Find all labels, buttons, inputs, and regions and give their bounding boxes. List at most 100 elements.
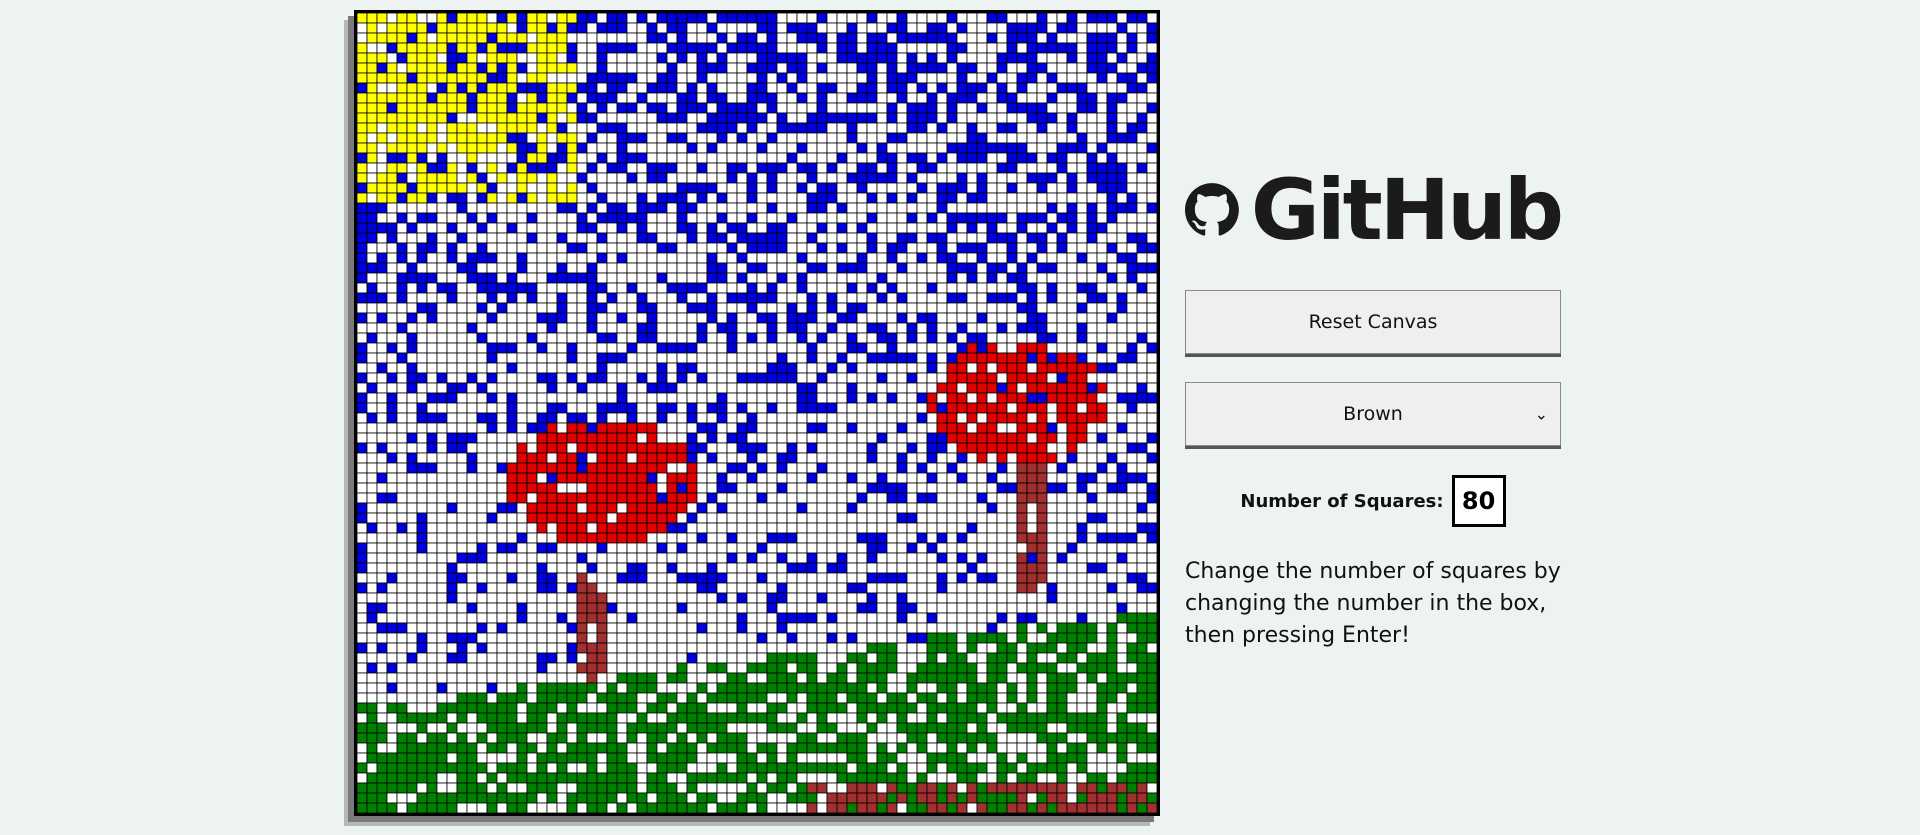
grid-square[interactable] — [696, 532, 708, 544]
grid-square[interactable] — [946, 132, 958, 144]
grid-square[interactable] — [1136, 122, 1148, 134]
grid-square[interactable] — [1076, 42, 1088, 54]
grid-square[interactable] — [1026, 192, 1038, 204]
grid-square[interactable] — [576, 582, 588, 594]
grid-square[interactable] — [786, 532, 798, 544]
grid-square[interactable] — [436, 132, 448, 144]
grid-square[interactable] — [966, 442, 978, 454]
grid-square[interactable] — [506, 142, 518, 154]
grid-square[interactable] — [916, 292, 928, 304]
grid-square[interactable] — [736, 142, 748, 154]
grid-square[interactable] — [606, 402, 618, 414]
grid-square[interactable] — [1036, 142, 1048, 154]
grid-square[interactable] — [736, 432, 748, 444]
grid-square[interactable] — [1056, 42, 1068, 54]
grid-square[interactable] — [1096, 92, 1108, 104]
grid-square[interactable] — [1066, 32, 1078, 44]
grid-square[interactable] — [966, 92, 978, 104]
grid-square[interactable] — [586, 622, 598, 634]
grid-square[interactable] — [436, 122, 448, 134]
grid-square[interactable] — [856, 242, 868, 254]
grid-square[interactable] — [1086, 112, 1098, 124]
grid-square[interactable] — [376, 13, 388, 24]
grid-square[interactable] — [1076, 612, 1088, 624]
grid-square[interactable] — [656, 482, 668, 494]
grid-square[interactable] — [486, 192, 498, 204]
grid-square[interactable] — [856, 82, 868, 94]
grid-square[interactable] — [816, 362, 828, 374]
grid-square[interactable] — [676, 182, 688, 194]
grid-square[interactable] — [656, 32, 668, 44]
grid-square[interactable] — [846, 282, 858, 294]
grid-square[interactable] — [916, 592, 928, 604]
grid-square[interactable] — [866, 72, 878, 84]
grid-square[interactable] — [756, 162, 768, 174]
grid-square[interactable] — [766, 162, 778, 174]
grid-square[interactable] — [586, 13, 598, 24]
grid-square[interactable] — [976, 522, 988, 534]
grid-square[interactable] — [506, 13, 518, 24]
grid-square[interactable] — [636, 132, 648, 144]
grid-square[interactable] — [1056, 132, 1068, 144]
grid-square[interactable] — [796, 402, 808, 414]
grid-square[interactable] — [676, 342, 688, 354]
grid-square[interactable] — [776, 512, 788, 524]
grid-square[interactable] — [1056, 292, 1068, 304]
grid-square[interactable] — [376, 172, 388, 184]
grid-square[interactable] — [1066, 612, 1078, 624]
grid-square[interactable] — [776, 422, 788, 434]
grid-square[interactable] — [426, 412, 438, 424]
grid-square[interactable] — [576, 402, 588, 414]
grid-square[interactable] — [906, 452, 918, 464]
grid-square[interactable] — [686, 402, 698, 414]
grid-square[interactable] — [606, 512, 618, 524]
grid-square[interactable] — [526, 372, 538, 384]
grid-square[interactable] — [1096, 192, 1108, 204]
grid-square[interactable] — [486, 412, 498, 424]
grid-square[interactable] — [506, 422, 518, 434]
grid-square[interactable] — [666, 232, 678, 244]
grid-square[interactable] — [706, 592, 718, 604]
grid-square[interactable] — [986, 622, 998, 634]
grid-square[interactable] — [706, 512, 718, 524]
grid-square[interactable] — [586, 262, 598, 274]
grid-square[interactable] — [736, 132, 748, 144]
grid-square[interactable] — [876, 382, 888, 394]
grid-square[interactable] — [886, 362, 898, 374]
grid-square[interactable] — [1026, 432, 1038, 444]
grid-square[interactable] — [826, 352, 838, 364]
grid-square[interactable] — [466, 532, 478, 544]
grid-square[interactable] — [1096, 72, 1108, 84]
grid-square[interactable] — [1136, 452, 1148, 464]
grid-square[interactable] — [956, 152, 968, 164]
grid-square[interactable] — [576, 332, 588, 344]
grid-square[interactable] — [766, 532, 778, 544]
grid-square[interactable] — [846, 362, 858, 374]
grid-square[interactable] — [446, 32, 458, 44]
grid-square[interactable] — [616, 32, 628, 44]
grid-square[interactable] — [616, 312, 628, 324]
grid-square[interactable] — [396, 432, 408, 444]
grid-square[interactable] — [746, 462, 758, 474]
grid-square[interactable] — [486, 472, 498, 484]
grid-square[interactable] — [616, 172, 628, 184]
grid-square[interactable] — [1056, 462, 1068, 474]
grid-square[interactable] — [406, 322, 418, 334]
grid-square[interactable] — [656, 552, 668, 564]
grid-square[interactable] — [656, 612, 668, 624]
grid-square[interactable] — [1056, 402, 1068, 414]
grid-square[interactable] — [956, 212, 968, 224]
grid-square[interactable] — [896, 172, 908, 184]
grid-square[interactable] — [386, 552, 398, 564]
grid-square[interactable] — [546, 532, 558, 544]
grid-square[interactable] — [1016, 142, 1028, 154]
grid-square[interactable] — [376, 112, 388, 124]
grid-square[interactable] — [1106, 52, 1118, 64]
grid-square[interactable] — [676, 272, 688, 284]
grid-square[interactable] — [736, 42, 748, 54]
grid-square[interactable] — [1116, 572, 1128, 584]
grid-square[interactable] — [556, 62, 568, 74]
grid-square[interactable] — [636, 552, 648, 564]
grid-square[interactable] — [1046, 602, 1058, 614]
grid-square[interactable] — [836, 62, 848, 74]
